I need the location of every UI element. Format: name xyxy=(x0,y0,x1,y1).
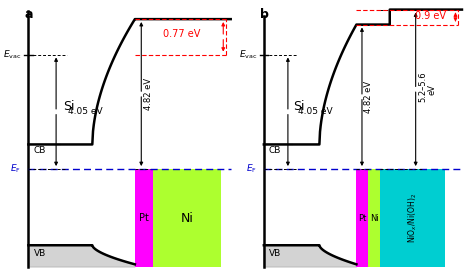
Text: Pt: Pt xyxy=(139,213,149,223)
Polygon shape xyxy=(28,245,135,267)
Bar xyxy=(367,169,381,267)
Text: Pt: Pt xyxy=(358,214,366,222)
Text: 0.9 eV: 0.9 eV xyxy=(415,11,446,21)
Text: 4.82 eV: 4.82 eV xyxy=(144,78,153,110)
Bar xyxy=(381,169,445,267)
Text: 4.82 eV: 4.82 eV xyxy=(364,81,373,113)
Text: $E_{\mathrm{vac}}$: $E_{\mathrm{vac}}$ xyxy=(239,48,257,61)
Text: eV: eV xyxy=(428,84,437,95)
Text: VB: VB xyxy=(268,249,281,258)
Text: 4.05 eV: 4.05 eV xyxy=(68,107,102,116)
Text: CB: CB xyxy=(268,146,281,155)
Text: Ni: Ni xyxy=(370,214,378,222)
Text: 5.2–5.6: 5.2–5.6 xyxy=(419,71,428,102)
Text: 0.77 eV: 0.77 eV xyxy=(163,29,201,39)
Text: b: b xyxy=(260,8,269,21)
Text: a: a xyxy=(24,8,33,21)
Text: 4.05 eV: 4.05 eV xyxy=(298,107,333,116)
Text: Si: Si xyxy=(63,100,74,113)
Text: CB: CB xyxy=(34,146,46,155)
Text: Si: Si xyxy=(293,100,305,113)
Text: $E_{\mathrm{vac}}$: $E_{\mathrm{vac}}$ xyxy=(2,48,21,61)
Bar xyxy=(356,169,367,267)
Polygon shape xyxy=(264,245,356,267)
Text: VB: VB xyxy=(34,249,46,258)
Text: $E_{\mathrm{F}}$: $E_{\mathrm{F}}$ xyxy=(10,163,21,175)
Text: $E_{\mathrm{F}}$: $E_{\mathrm{F}}$ xyxy=(246,163,257,175)
Bar xyxy=(153,169,221,267)
Bar xyxy=(135,169,153,267)
Text: Ni: Ni xyxy=(181,212,193,225)
Text: NiO$_x$/Ni(OH)$_2$: NiO$_x$/Ni(OH)$_2$ xyxy=(407,193,419,243)
